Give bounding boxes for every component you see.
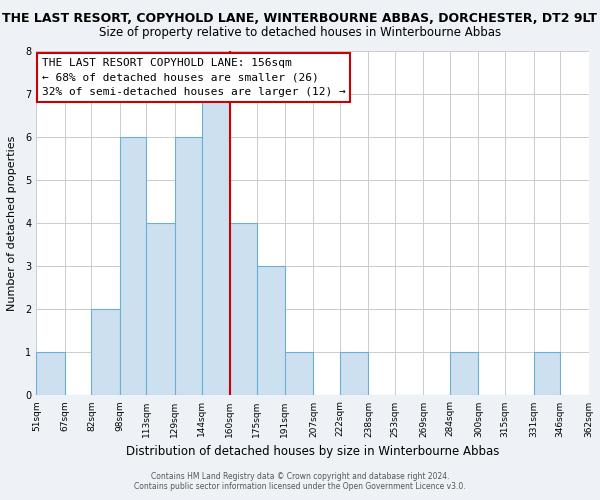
Bar — [285, 352, 313, 396]
Bar — [37, 352, 65, 396]
Text: Contains HM Land Registry data © Crown copyright and database right 2024.: Contains HM Land Registry data © Crown c… — [151, 472, 449, 481]
Text: THE LAST RESORT COPYHOLD LANE: 156sqm
← 68% of detached houses are smaller (26)
: THE LAST RESORT COPYHOLD LANE: 156sqm ← … — [42, 58, 346, 98]
Bar — [340, 352, 368, 396]
Bar — [533, 352, 560, 396]
Bar — [120, 137, 146, 396]
Bar — [91, 310, 120, 396]
Bar — [146, 223, 175, 396]
Bar — [175, 137, 202, 396]
Bar — [202, 94, 230, 396]
Y-axis label: Number of detached properties: Number of detached properties — [7, 136, 17, 311]
Bar — [230, 223, 257, 396]
Bar — [450, 352, 478, 396]
X-axis label: Distribution of detached houses by size in Winterbourne Abbas: Distribution of detached houses by size … — [126, 445, 499, 458]
Text: Contains public sector information licensed under the Open Government Licence v3: Contains public sector information licen… — [134, 482, 466, 491]
Text: Size of property relative to detached houses in Winterbourne Abbas: Size of property relative to detached ho… — [99, 26, 501, 39]
Text: THE LAST RESORT, COPYHOLD LANE, WINTERBOURNE ABBAS, DORCHESTER, DT2 9LT: THE LAST RESORT, COPYHOLD LANE, WINTERBO… — [2, 12, 598, 26]
Bar — [257, 266, 285, 396]
